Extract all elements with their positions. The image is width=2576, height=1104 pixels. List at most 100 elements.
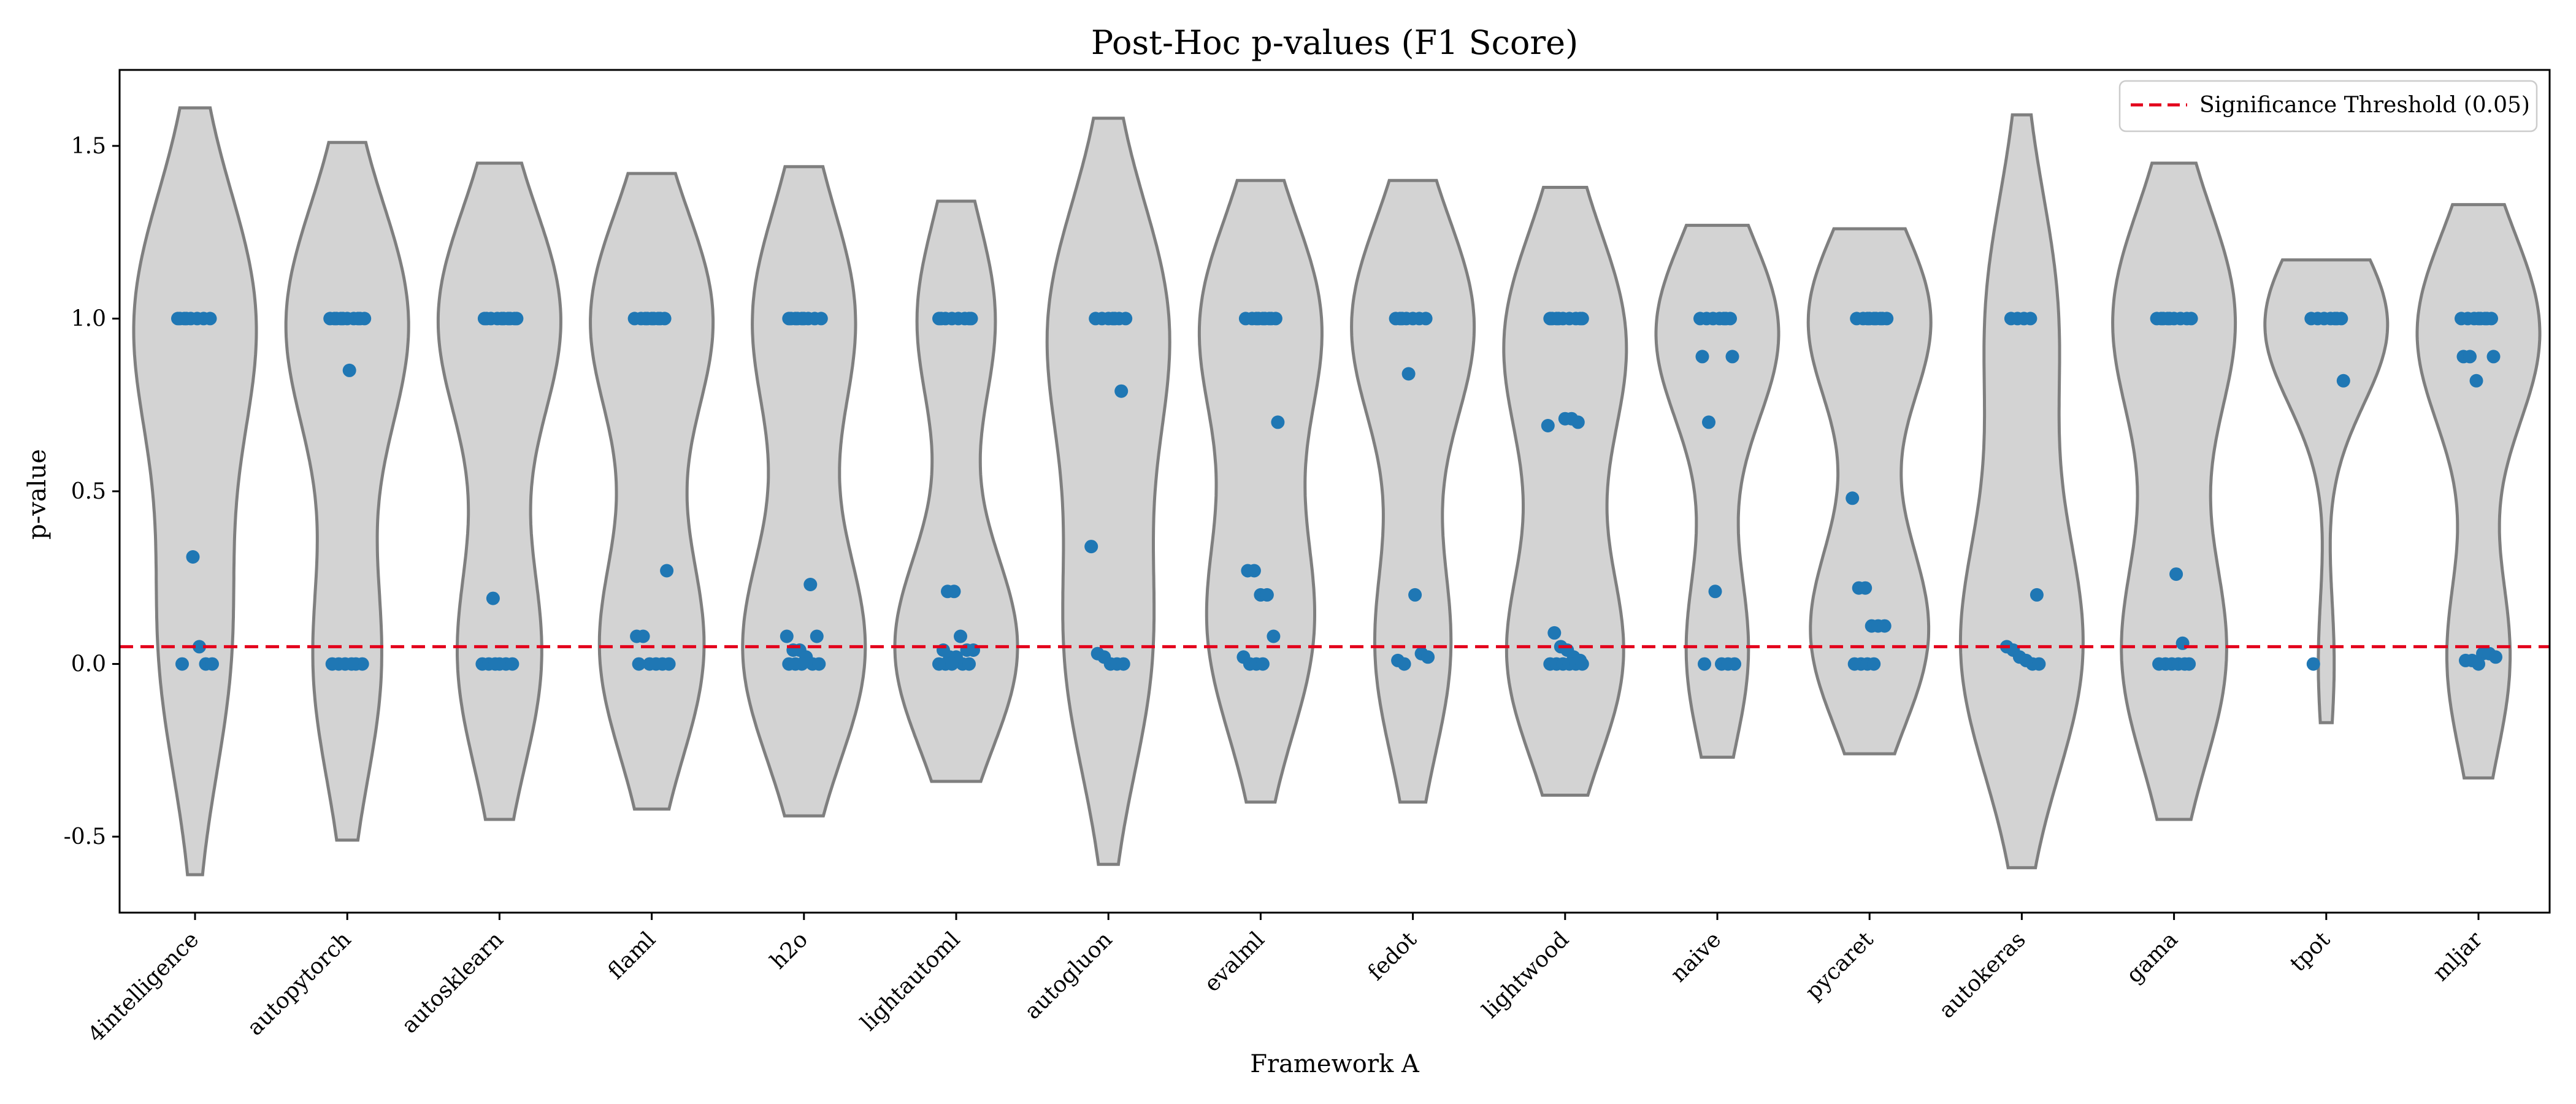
point-autopytorch <box>336 312 350 326</box>
point-4intelligence <box>180 312 193 326</box>
point-autopytorch <box>353 312 367 326</box>
point-evalml <box>1260 588 1274 602</box>
point-naive <box>1695 350 1709 364</box>
point-lightwood <box>1571 415 1585 429</box>
point-fedot <box>1421 650 1435 664</box>
point-flaml <box>653 312 667 326</box>
point-autokeras <box>2030 588 2044 602</box>
point-flaml <box>660 564 674 578</box>
violin-autokeras <box>1958 113 2085 870</box>
point-naive <box>1702 415 1715 429</box>
point-naive <box>1698 657 1711 671</box>
y-axis: -0.5 0.0 0.5 1.0 1.5 <box>64 134 120 849</box>
point-pycaret <box>1867 657 1881 671</box>
point-lightwood <box>1541 419 1555 432</box>
point-mljar <box>2469 374 2483 388</box>
point-flaml <box>662 657 676 671</box>
legend-box <box>2118 80 2538 132</box>
violin-h2o <box>741 165 867 818</box>
violin-tpot <box>2263 258 2390 724</box>
violin-autogluon <box>1045 117 1171 866</box>
point-fedot <box>1401 367 1416 381</box>
point-lightautoml <box>962 657 976 671</box>
point-fedot <box>1397 657 1411 671</box>
point-naive <box>1719 312 1733 326</box>
violin-flaml <box>589 172 715 811</box>
violin-pycaret <box>1806 227 1933 756</box>
y-tick-label: 1.0 <box>71 306 106 331</box>
point-4intelligence <box>205 657 219 671</box>
point-autokeras <box>2032 657 2046 671</box>
point-pycaret <box>1877 619 1892 633</box>
violin-autosklearn <box>436 161 562 821</box>
point-h2o <box>812 657 826 671</box>
point-autosklearn <box>486 591 500 605</box>
legend-label: Significance Threshold (0.05) <box>2199 93 2530 118</box>
legend: Significance Threshold (0.05) <box>2118 80 2538 132</box>
point-lightwood <box>1552 312 1566 326</box>
point-h2o <box>803 578 818 591</box>
point-autosklearn <box>488 657 502 671</box>
point-lightwood <box>1575 312 1589 326</box>
point-mljar <box>2489 650 2502 664</box>
point-autopytorch <box>342 363 356 377</box>
violin-gama <box>2111 161 2237 821</box>
point-lightwood <box>1547 626 1562 640</box>
y-axis-label: p-value <box>23 449 52 540</box>
point-naive <box>1708 585 1722 599</box>
violin-4intelligence <box>132 106 258 876</box>
point-autogluon <box>1119 312 1133 326</box>
point-autogluon <box>1116 657 1130 671</box>
point-mljar <box>2472 657 2485 671</box>
point-lightautoml <box>947 585 961 599</box>
point-gama <box>2163 312 2177 326</box>
point-autopytorch <box>355 657 369 671</box>
point-lightautoml <box>954 629 967 643</box>
points-layer <box>171 312 2502 671</box>
point-tpot <box>2336 374 2350 388</box>
point-fedot <box>1408 588 1422 602</box>
point-lightautoml <box>964 312 978 326</box>
point-evalml <box>1271 415 1285 429</box>
point-h2o <box>795 657 809 671</box>
violin-lightautoml <box>893 199 1019 783</box>
point-autogluon <box>1114 384 1129 398</box>
chart-title: Post-Hoc p-values (F1 Score) <box>1091 23 1578 62</box>
point-evalml <box>1255 657 1270 671</box>
point-4intelligence <box>203 312 217 326</box>
point-h2o <box>814 312 828 326</box>
violin-lightwood <box>1502 186 1628 797</box>
point-lightwood <box>1575 657 1589 671</box>
point-mljar <box>2486 350 2501 364</box>
x-axis-label: Framework A <box>1250 1050 1420 1078</box>
point-naive <box>1725 350 1739 364</box>
point-4intelligence <box>193 640 206 654</box>
point-lightautoml <box>945 657 959 671</box>
point-mljar <box>2463 350 2477 364</box>
point-4intelligence <box>175 657 189 671</box>
point-lightautoml <box>934 312 948 326</box>
point-fedot <box>1395 312 1409 326</box>
point-gama <box>2169 567 2183 581</box>
violin-naive <box>1654 223 1781 759</box>
point-autokeras <box>2023 312 2037 326</box>
point-naive <box>1728 657 1741 671</box>
point-autosklearn <box>505 657 519 671</box>
point-h2o <box>780 629 794 643</box>
point-autosklearn <box>510 312 524 326</box>
point-evalml <box>1264 312 1278 326</box>
point-fedot <box>1419 312 1433 326</box>
violin-autopytorch <box>284 140 410 842</box>
point-evalml <box>1267 629 1281 643</box>
point-h2o <box>797 312 811 326</box>
point-pycaret <box>1876 312 1890 326</box>
point-flaml <box>636 629 650 643</box>
y-tick-label: 0.0 <box>71 652 106 677</box>
point-flaml <box>632 657 646 671</box>
violin-mljar <box>2415 203 2542 780</box>
point-gama <box>2178 657 2192 671</box>
point-autogluon <box>1108 312 1122 326</box>
point-tpot <box>2330 312 2344 326</box>
y-tick-label: 0.5 <box>71 479 106 504</box>
